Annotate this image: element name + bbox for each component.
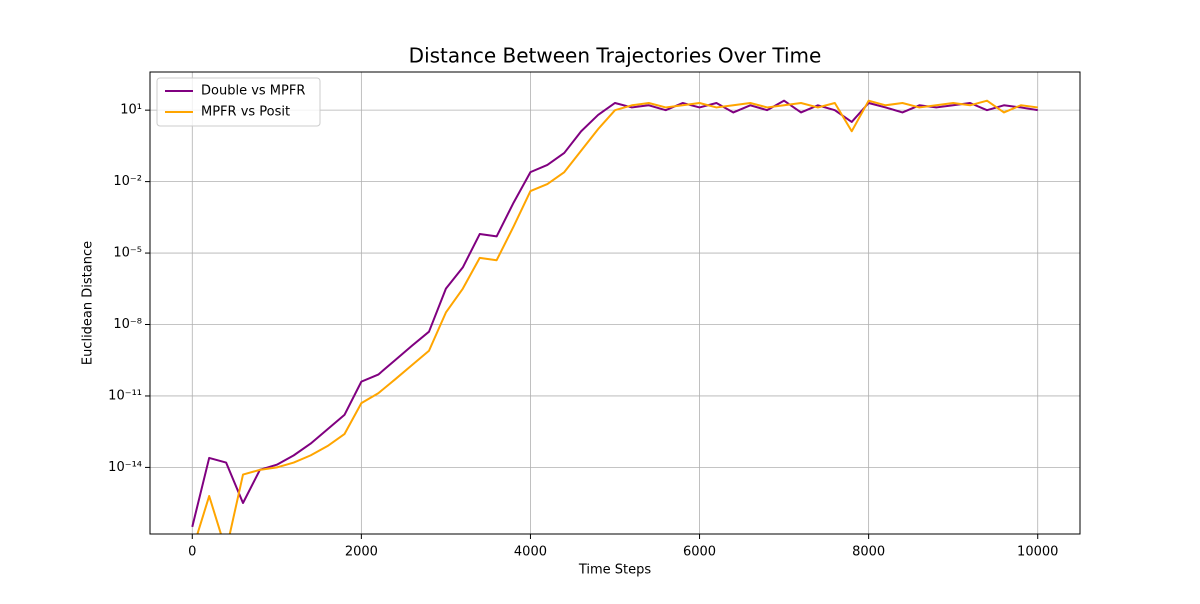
x-axis-label: Time Steps <box>578 563 652 578</box>
y-tick-label: 10⁻⁸ <box>113 317 142 332</box>
x-tick-label: 8000 <box>852 545 885 560</box>
y-tick-label: 10⁻² <box>113 174 142 189</box>
y-tick-label: 10⁻¹¹ <box>108 388 142 403</box>
y-axis-label: Euclidean Distance <box>81 241 96 365</box>
x-tick-label: 2000 <box>345 545 378 560</box>
legend-label: MPFR vs Posit <box>201 105 290 120</box>
y-tick-label: 10⁻⁵ <box>113 246 142 261</box>
x-tick-label: 4000 <box>514 545 547 560</box>
y-tick-label: 10⁻¹⁴ <box>108 460 142 475</box>
data-line <box>196 99 1038 534</box>
plot-frame <box>149 71 1081 535</box>
x-tick-label: 10000 <box>1017 545 1058 560</box>
legend-box <box>156 77 321 127</box>
plot-area <box>191 99 1038 534</box>
chart-title: Distance Between Trajectories Over Time <box>409 44 822 68</box>
data-line <box>191 99 1038 528</box>
x-tick-label: 6000 <box>683 545 716 560</box>
y-tick-label: 10¹ <box>120 103 142 118</box>
x-tick-label: 0 <box>188 545 196 560</box>
legend-label: Double vs MPFR <box>201 84 305 99</box>
